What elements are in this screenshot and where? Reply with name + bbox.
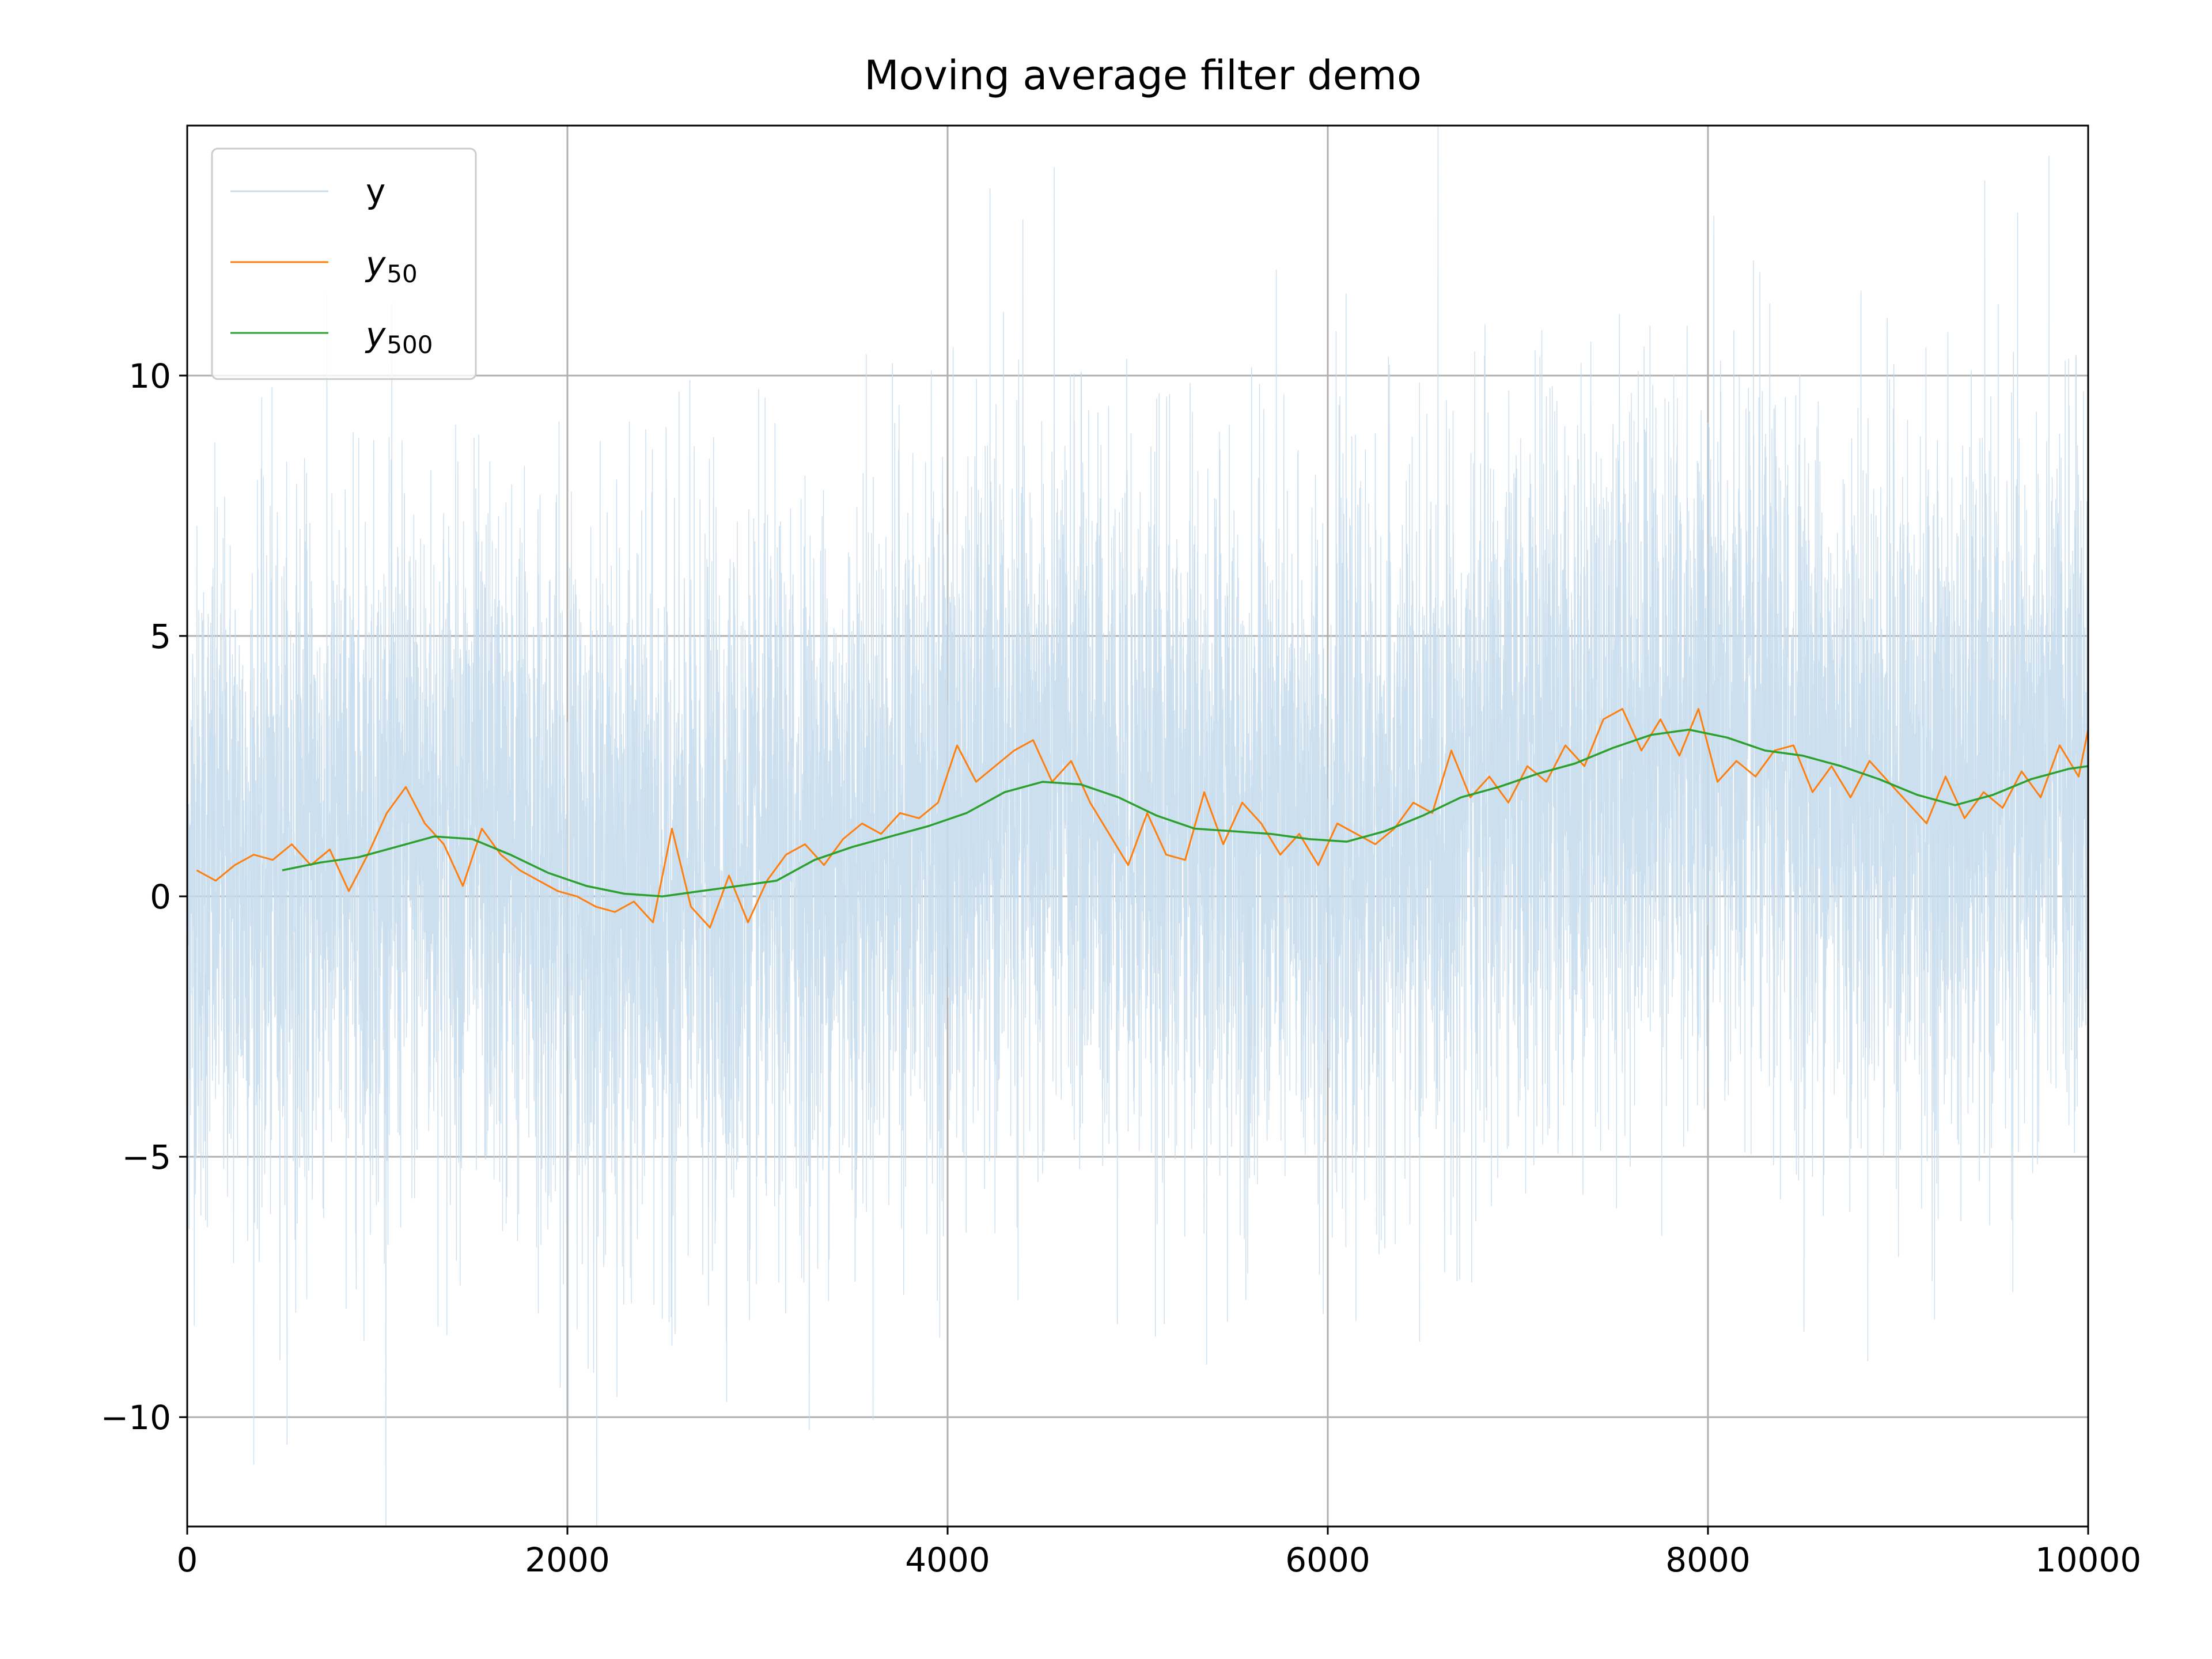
axis-ticks: 0 2000 4000 6000 8000 10000 −10 −5 0 5 10 — [101, 357, 2142, 1580]
legend-label-y: y — [366, 172, 385, 211]
y-tick-label-5: 5 — [150, 617, 171, 656]
legend: y y50 y500 — [211, 147, 477, 380]
y-tick-label-10: 10 — [128, 357, 171, 396]
chart-title: Moving average filter demo — [864, 52, 1422, 99]
series-y-line — [187, 125, 2089, 1527]
x-tick-label-4000: 4000 — [905, 1540, 990, 1580]
series-y — [187, 125, 2089, 1527]
y-tick-label--10: −10 — [101, 1398, 171, 1437]
legend-label-y500: y500 — [365, 315, 433, 359]
y-tick-label--5: −5 — [122, 1138, 172, 1177]
legend-label-y50: y50 — [365, 244, 418, 288]
y-tick-label-0: 0 — [150, 877, 171, 916]
x-tick-label-6000: 6000 — [1285, 1540, 1370, 1580]
x-tick-label-2000: 2000 — [525, 1540, 610, 1580]
legend-box — [211, 147, 477, 380]
series-y500-line — [282, 728, 2089, 897]
x-tick-label-0: 0 — [177, 1540, 198, 1580]
x-tick-label-10000: 10000 — [2035, 1540, 2142, 1580]
series-lines — [196, 708, 2089, 929]
x-tick-label-8000: 8000 — [1665, 1540, 1751, 1580]
plot-frame — [186, 124, 2089, 1528]
series-y50-line — [196, 708, 2089, 929]
